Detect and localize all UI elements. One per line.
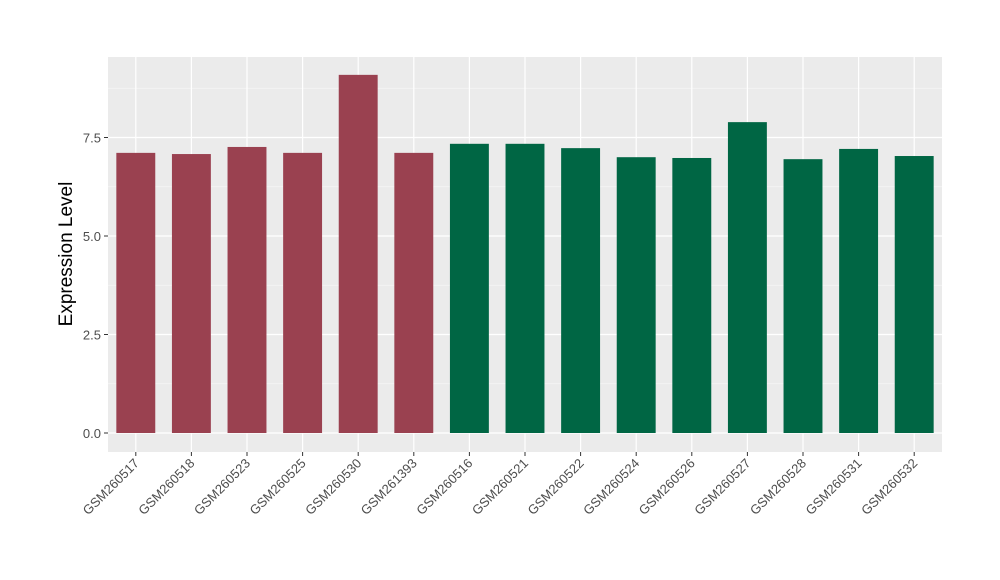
x-tick-label: GSM260532 [858,456,920,518]
y-tick-label: 2.5 [83,328,101,343]
bar-GSM260517 [116,152,156,433]
x-tick-label: GSM260524 [580,456,642,518]
bar-GSM260522 [561,148,601,433]
x-tick-label: GSM260527 [691,456,753,518]
bar-GSM260521 [505,143,545,433]
x-tick-label: GSM261393 [358,456,420,518]
x-tick-label: GSM260522 [524,456,586,518]
y-tick-label: 7.5 [83,131,101,146]
x-tick-label: GSM260521 [469,456,531,518]
x-tick-label: GSM260518 [135,456,197,518]
bar-GSM260528 [783,159,823,434]
bar-GSM260526 [672,157,712,433]
bar-GSM260518 [171,154,211,433]
x-tick-label: GSM260523 [191,456,253,518]
bar-GSM260531 [839,148,879,433]
x-tick-label: GSM260526 [636,456,698,518]
x-tick-label: GSM260517 [80,456,142,518]
bar-GSM260525 [283,152,323,433]
bar-GSM260516 [449,143,489,433]
bar-GSM260527 [727,122,767,433]
bar-GSM260524 [616,157,656,433]
bar-GSM261393 [394,152,434,433]
bar-GSM260532 [894,156,934,433]
x-tick-label: GSM260531 [802,456,864,518]
x-tick-label: GSM260530 [302,456,364,518]
y-axis-label: Expression Level [56,182,77,327]
x-tick-label: GSM260525 [246,456,308,518]
bar-GSM260530 [338,74,378,433]
bar-GSM260523 [227,146,267,433]
y-tick-label: 0.0 [83,426,101,441]
x-tick-label: GSM260528 [747,456,809,518]
y-tick-label: 5.0 [83,229,101,244]
x-tick-label: GSM260516 [413,456,475,518]
